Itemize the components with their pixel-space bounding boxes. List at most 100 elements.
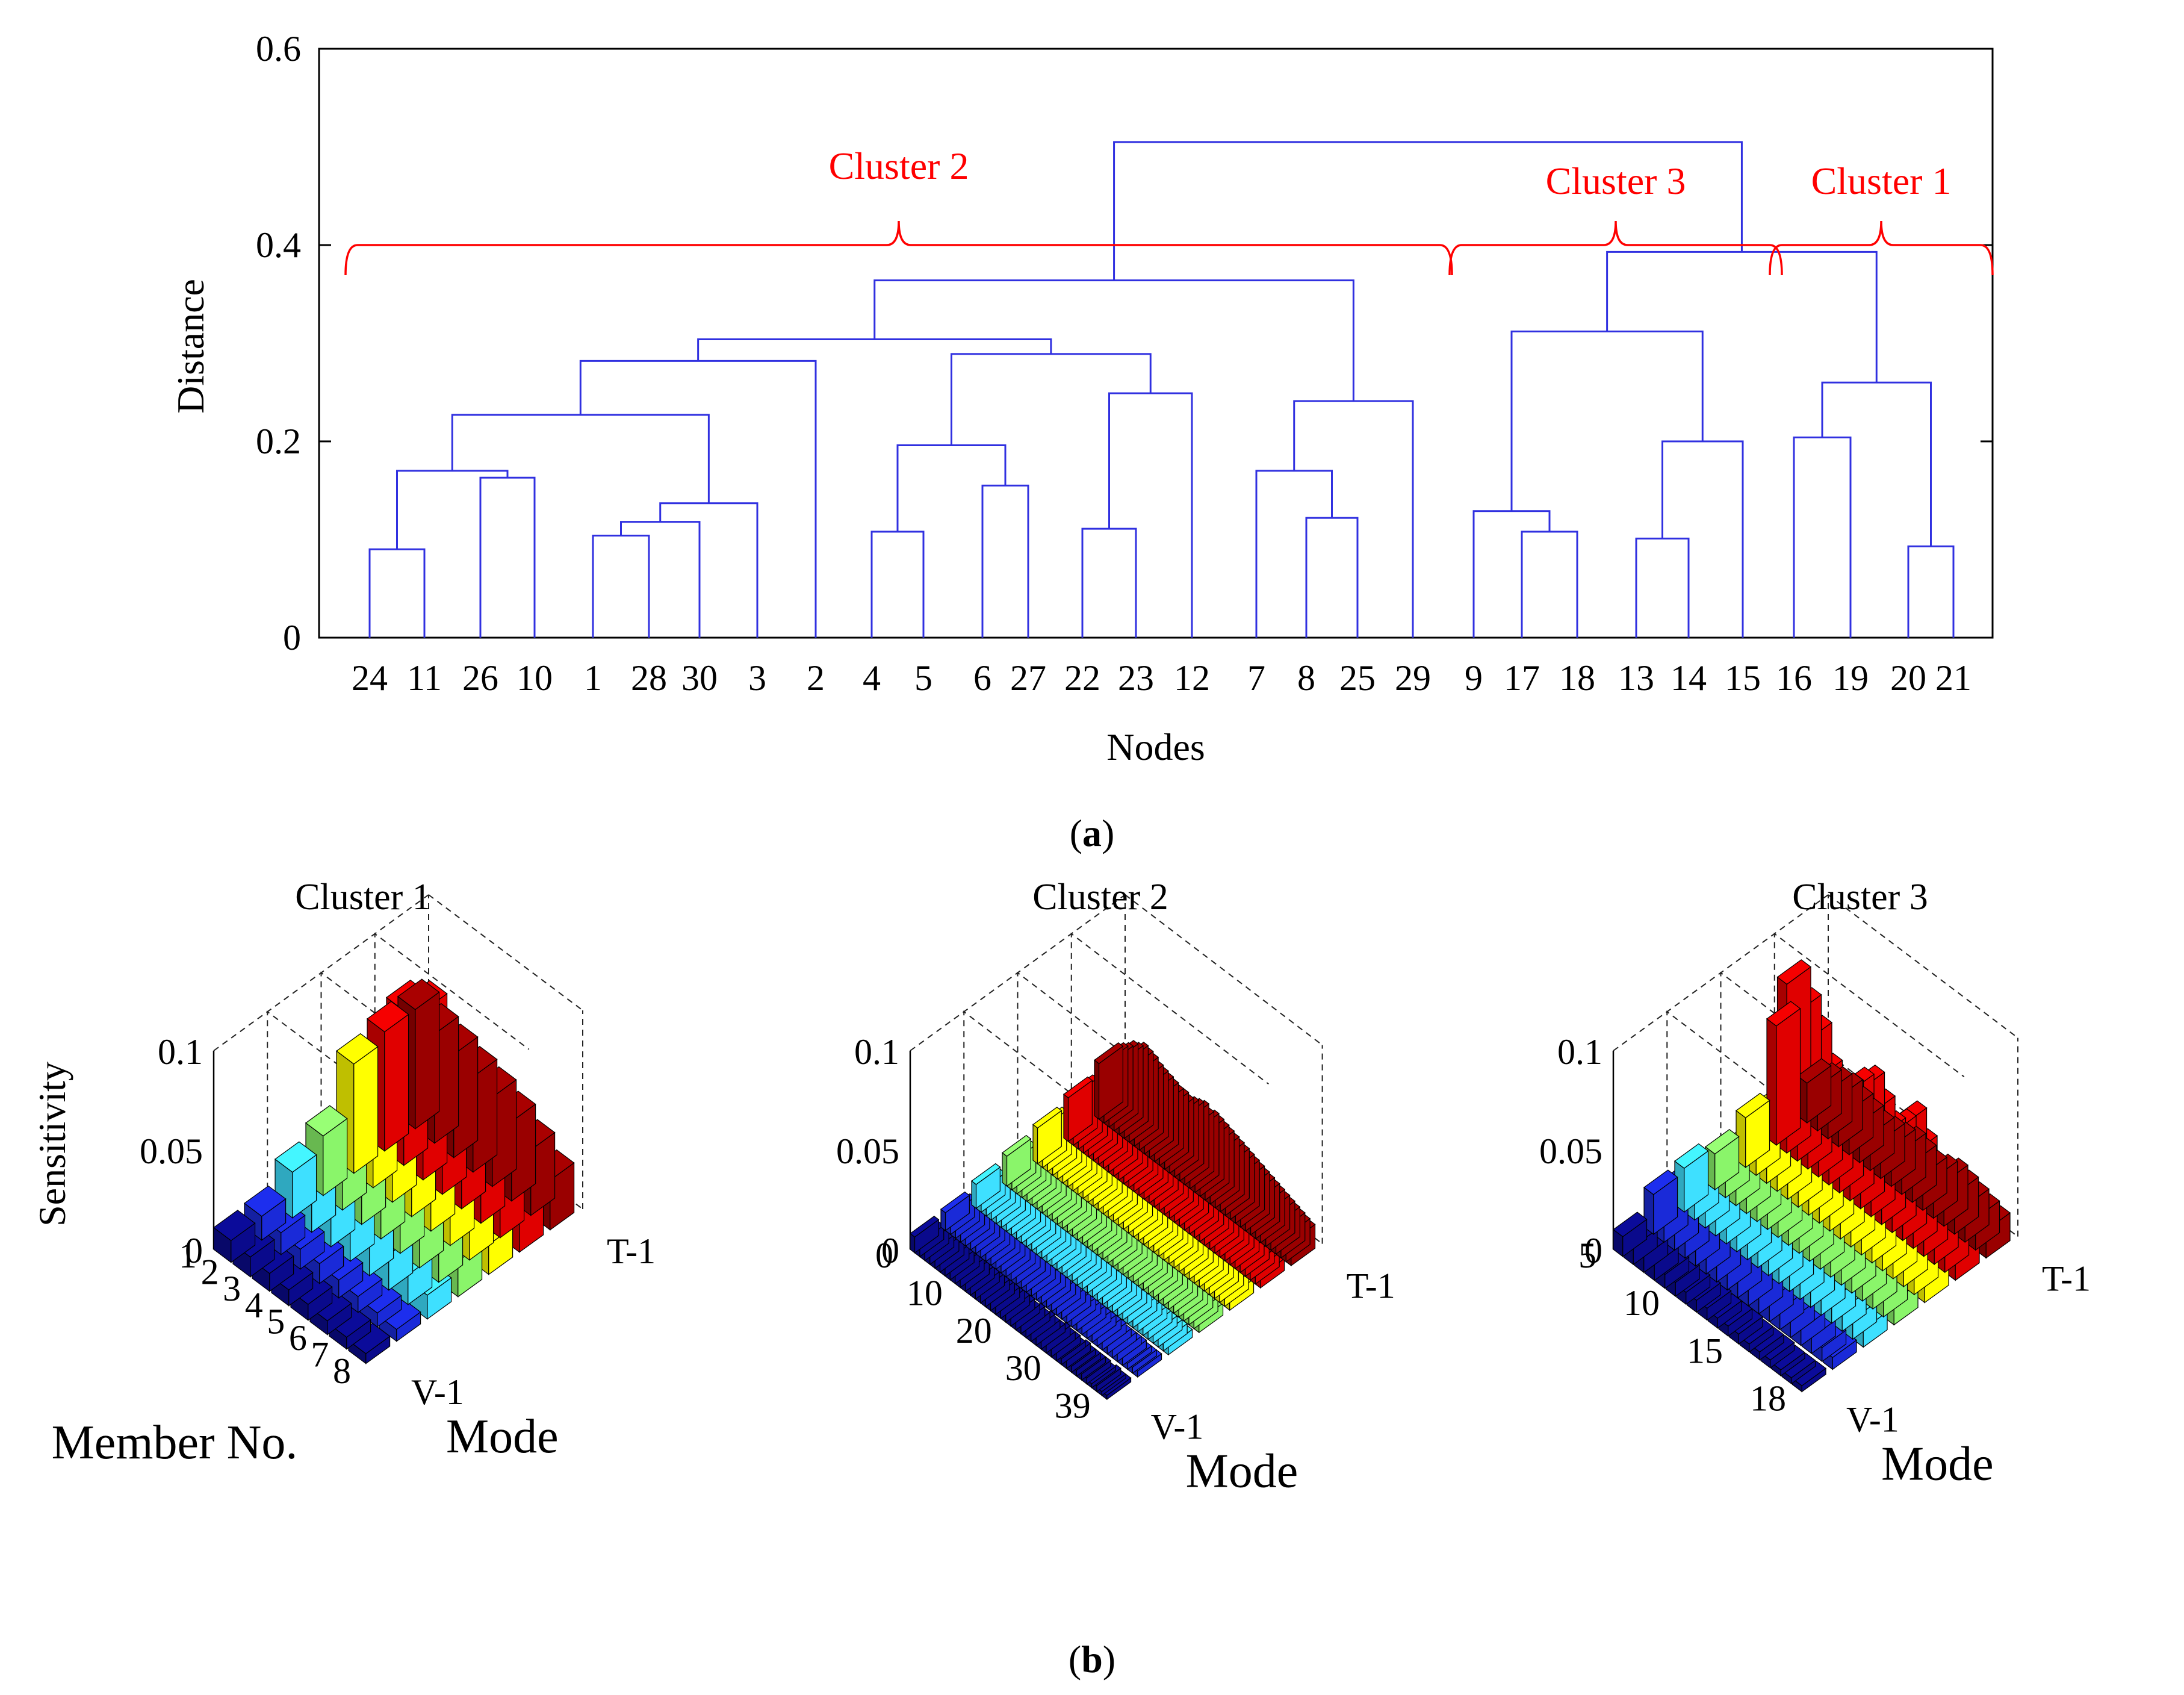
bar-top <box>274 1141 317 1173</box>
x-tick-label-node: 9 <box>1465 658 1483 698</box>
z-tick-label: 0.1 <box>854 1032 899 1072</box>
member-tick-label: 10 <box>1624 1283 1660 1323</box>
member-tick-label: 5 <box>267 1302 285 1342</box>
dendrogram-axes-box <box>318 48 1994 639</box>
mode-tick-label: V-1 <box>1846 1400 1899 1440</box>
mode-tick-label: V-1 <box>411 1372 464 1412</box>
member-tick-label: 2 <box>201 1252 219 1292</box>
bar-face <box>415 991 440 1130</box>
y-tick-label: 0.2 <box>256 421 301 461</box>
bar-top <box>1063 1076 1093 1098</box>
dendrogram-y-axis-label: Distance <box>169 279 212 414</box>
mode-axis-label: Mode <box>1881 1438 1994 1491</box>
mode-tick-label: T-1 <box>2042 1259 2091 1299</box>
x-tick-label-node: 12 <box>1174 658 1210 698</box>
sensitivity-axis-label: Sensitivity <box>31 1062 73 1227</box>
bar-top <box>1674 1143 1709 1169</box>
cluster-annotation-label: Cluster 3 <box>1546 160 1686 202</box>
x-tick-label-node: 5 <box>914 658 932 698</box>
box-gridline <box>1666 1010 1857 1211</box>
x-tick-label-node: 17 <box>1504 658 1540 698</box>
member-tick-label: 6 <box>289 1318 307 1358</box>
bar-face <box>1094 1059 1100 1120</box>
bar-top <box>970 1163 1001 1185</box>
bar-top <box>1704 1129 1740 1155</box>
bar-face <box>1002 1152 1008 1187</box>
box-gridline <box>1070 932 1269 1133</box>
x-tick-label-node: 23 <box>1118 658 1154 698</box>
y-tick-label: 0.6 <box>256 29 301 69</box>
chart-title: Cluster 2 <box>1032 877 1168 918</box>
bar-face <box>1032 1124 1038 1165</box>
box-gridline <box>963 1010 1162 1211</box>
x-tick-label-node: 18 <box>1559 658 1595 698</box>
x-tick-label-node: 21 <box>1935 658 1971 698</box>
box-gridline <box>1017 971 1215 1172</box>
bar-top <box>335 1033 379 1065</box>
bar-face <box>1776 1007 1801 1146</box>
mode-tick-label: T-1 <box>1347 1266 1395 1306</box>
x-tick-label-node: 16 <box>1776 658 1812 698</box>
panel-a-caption: (a) <box>1070 812 1115 854</box>
z-tick-label: 0 <box>1584 1231 1602 1270</box>
bar-top <box>1776 959 1812 985</box>
z-tick-label: 0.1 <box>158 1032 203 1072</box>
x-tick-label-node: 2 <box>807 658 825 698</box>
member-tick-label: 10 <box>907 1273 943 1313</box>
bar-top <box>397 978 440 1010</box>
bar-face <box>384 1013 409 1152</box>
bar3d-chart-cluster-1: 0 0.05 0.1 Cluster 1 1 2 3 4 5 6 7 8 V-1 T-1 Mode Sensi… <box>31 877 656 1469</box>
x-tick-label-node: 1 <box>584 658 602 698</box>
y-tick-label: 0.4 <box>256 225 301 265</box>
x-tick-label-node: 22 <box>1064 658 1100 698</box>
x-tick-label-node: 3 <box>748 658 766 698</box>
bar-top <box>1796 1058 1832 1084</box>
member-tick-label: 15 <box>1687 1331 1723 1370</box>
bar-top <box>243 1185 287 1217</box>
bar-top <box>909 1216 940 1238</box>
bar-top <box>366 1001 409 1033</box>
member-tick-label: 4 <box>245 1285 263 1325</box>
mode-tick-label: V-1 <box>1151 1407 1204 1447</box>
member-tick-label: 8 <box>333 1351 351 1391</box>
x-tick-label-node: 20 <box>1890 658 1926 698</box>
member-tick-label: 1 <box>179 1236 197 1275</box>
bar3d-chart-cluster-3: 0 0.05 0.1 Cluster 3 5 10 15 18 V-1 T-1 Mode <box>1539 877 2091 1491</box>
chart-title: Cluster 3 <box>1792 877 1928 918</box>
dendrogram-links <box>368 141 1955 638</box>
z-tick-label: 0.1 <box>1557 1032 1602 1072</box>
x-tick-label-node: 29 <box>1395 658 1431 698</box>
bar-top <box>940 1191 970 1213</box>
bar-top <box>1766 1001 1801 1027</box>
dendrogram-y-ticks: 0 0.2 0.4 0.6 <box>256 29 1993 658</box>
member-tick-label: 39 <box>1055 1386 1091 1426</box>
cluster-annotation-label: Cluster 1 <box>1811 160 1952 202</box>
member-axis-label: Member No. <box>52 1416 298 1469</box>
x-tick-label-node: 8 <box>1297 658 1315 698</box>
x-tick-label-node: 30 <box>681 658 718 698</box>
member-tick-label: 20 <box>956 1311 992 1351</box>
member-tick-label: 5 <box>1578 1236 1596 1275</box>
member-tick-label: 7 <box>311 1335 329 1375</box>
z-tick-label: 0 <box>185 1231 203 1270</box>
mode-axis-label: Mode <box>446 1410 559 1463</box>
cluster-annotation-label: Cluster 2 <box>829 145 969 187</box>
cluster-brace <box>1769 220 1994 276</box>
z-tick-label: 0.05 <box>1539 1131 1602 1171</box>
bar-top <box>1093 1042 1124 1065</box>
z-tick-label: 0 <box>881 1231 899 1270</box>
x-tick-label-node: 14 <box>1671 658 1707 698</box>
x-tick-label-node: 11 <box>407 658 442 698</box>
box-edge <box>1125 894 1323 1046</box>
x-tick-label-node: 27 <box>1010 658 1046 698</box>
member-tick-label: 0 <box>875 1236 893 1275</box>
x-tick-label-node: 28 <box>631 658 667 698</box>
cluster-brace <box>344 220 1453 276</box>
chart-title: Cluster 1 <box>295 877 431 918</box>
dendrogram-link <box>1113 141 1743 281</box>
z-tick-label: 0.05 <box>836 1131 899 1171</box>
x-tick-label-node: 10 <box>517 658 553 698</box>
bar-top <box>305 1105 348 1137</box>
